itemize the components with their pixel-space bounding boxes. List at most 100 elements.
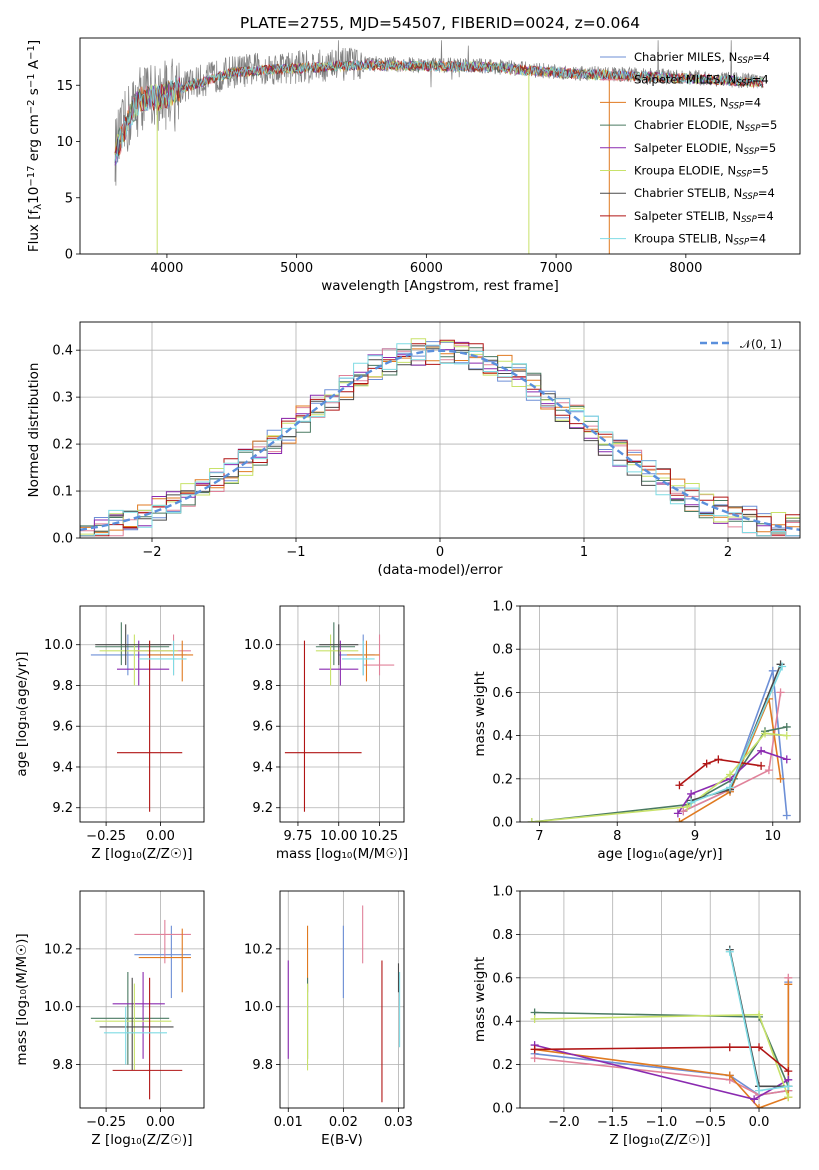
mass-weight-marker	[726, 770, 734, 779]
legend-label: Kroupa STELIB, NSSP=4	[634, 232, 766, 248]
legend-sub: SSP	[729, 102, 745, 112]
y-tick-label: 10.2	[44, 942, 73, 957]
y-tick-label: 0	[65, 248, 73, 263]
legend-label: Chabrier STELIB, NSSP=4	[634, 186, 775, 202]
x-axis-label: age [log₁₀(age/yr)]	[597, 846, 722, 862]
x-tick-label: 8	[613, 829, 621, 844]
axes-massweight_vs_age: 7 8 9 10 0.0 0.2 0.4 0.6 0.8 1.0 age [log₁₀(age/yr…	[472, 600, 801, 862]
plot-area-age_vs_Z	[90, 622, 194, 812]
x-tick-label: 9.75	[283, 829, 312, 844]
mass-weight-marker	[782, 811, 791, 820]
legend-post: =4	[753, 50, 770, 64]
mass-weight-series	[534, 984, 790, 1108]
x-tick-label: 0.03	[384, 1115, 413, 1130]
y-tick-label: 0.4	[492, 729, 513, 744]
y-tick-label: 0.4	[492, 1015, 513, 1030]
y-axis-label-part: −1	[26, 73, 37, 88]
mass-weight-series	[678, 758, 762, 786]
mass-weight-marker	[757, 761, 766, 770]
y-tick-label: 0.6	[492, 686, 513, 701]
x-axis-label: Z [log₁₀(Z/Z☉)]	[91, 846, 192, 862]
axes-frame	[79, 605, 205, 823]
legend-post: =4	[752, 73, 769, 87]
y-tick-label: 0.3	[52, 391, 73, 406]
legend-sub: SSP	[744, 147, 760, 157]
y-tick-label: 0.2	[52, 438, 73, 453]
legend-label: Chabrier ELODIE, NSSP=5	[634, 118, 777, 134]
y-tick-label: 10.2	[244, 942, 273, 957]
y-tick-label: 10.0	[244, 1000, 273, 1015]
mass-weight-marker	[675, 781, 684, 790]
legend-label: Salpeter STELIB, NSSP=4	[634, 209, 774, 225]
y-axis-label-part: −17	[26, 166, 37, 187]
y-tick-label: 9.6	[52, 720, 73, 735]
legend-sub: SSP	[737, 56, 753, 66]
x-axis-label: (data-model)/error	[377, 562, 503, 578]
legend-label: Chabrier MILES, NSSP=4	[634, 50, 770, 66]
y-axis-label-part: s	[26, 88, 42, 99]
x-tick-label: −1	[286, 545, 305, 560]
y-tick-label: 5	[65, 191, 73, 206]
mass-weight-marker	[687, 798, 696, 807]
x-tick-label: −2	[142, 545, 161, 560]
mass-weight-series	[682, 692, 782, 812]
y-tick-label: 9.8	[252, 679, 273, 694]
legend-sub: SSP	[736, 79, 752, 89]
y-tick-label: 0.0	[492, 816, 513, 831]
y-tick-label: 0.6	[492, 971, 513, 986]
mass-weight-marker	[530, 1054, 539, 1063]
x-axis-label: wavelength [Angstrom, rest frame]	[321, 278, 559, 294]
x-tick-label: 10.00	[320, 829, 357, 844]
legend-post: =4	[744, 95, 761, 109]
y-tick-label: 0.8	[492, 643, 513, 658]
x-tick-label: 1	[580, 545, 588, 560]
y-axis-label-part: ]	[26, 40, 42, 45]
legend-label: Salpeter ELODIE, NSSP=5	[634, 141, 776, 157]
mass-weight-series	[678, 695, 782, 822]
mass-weight-marker	[764, 766, 773, 775]
mass-weight-marker	[784, 1082, 793, 1091]
mass-weight-marker	[782, 722, 791, 731]
y-axis-label-part: erg cm	[26, 114, 42, 165]
mass-weight-marker	[673, 809, 682, 818]
x-tick-label: 0	[436, 545, 444, 560]
legend-text: Chabrier MILES, N	[634, 50, 737, 64]
mass-weight-marker	[768, 666, 777, 675]
y-axis-label: Normed distribution	[26, 363, 42, 498]
gaussian-curve	[80, 349, 800, 531]
mass-weight-marker	[530, 1015, 539, 1024]
x-tick-label: 5000	[280, 261, 313, 276]
mass-weight-marker	[761, 729, 769, 738]
x-tick-label: 8000	[669, 261, 702, 276]
mass-weight-marker	[755, 1010, 764, 1019]
y-tick-label: 0.2	[492, 772, 513, 787]
axes-mass_vs_EBV: 0.01 0.02 0.03 9.8 10.0 10.2 E(B-V)	[244, 890, 413, 1148]
axes-residual_histogram: −2 −1 0 1 2 0.0 0.1 0.2 0.3 0.4 (data-model)/error…	[26, 321, 801, 578]
y-tick-label: 0.2	[492, 1058, 513, 1073]
mass-weight-marker	[726, 783, 734, 792]
mass-weight-series	[534, 1046, 789, 1072]
legend-sub: SSP	[742, 192, 758, 202]
y-tick-label: 0.0	[492, 1102, 513, 1117]
axes-frame	[279, 890, 405, 1109]
mass-weight-marker	[714, 755, 723, 764]
y-axis-label-part: A	[26, 59, 42, 73]
mass-weight-marker	[757, 746, 766, 755]
y-tick-label: 10.0	[44, 638, 73, 653]
y-tick-label: 0.0	[52, 532, 73, 547]
x-tick-label: 6000	[410, 261, 443, 276]
legend-text: Salpeter MILES, N	[634, 73, 736, 87]
x-tick-label: −1.5	[597, 1115, 629, 1130]
mass-weight-marker	[776, 688, 785, 697]
plot-area-mass_vs_Z	[90, 919, 191, 1100]
plot-area-mass_vs_EBV	[287, 905, 401, 1103]
y-axis-label-part: −1	[26, 45, 37, 60]
y-tick-label: 10	[56, 135, 73, 150]
mass-weight-marker	[679, 807, 688, 816]
legend-post: =4	[749, 232, 766, 246]
x-tick-label: −0.25	[86, 829, 126, 844]
gauss-legend-label: 𝒩(0, 1)	[740, 337, 782, 351]
y-axis-label: mass weight	[472, 671, 488, 756]
model-spectrum	[114, 58, 764, 155]
